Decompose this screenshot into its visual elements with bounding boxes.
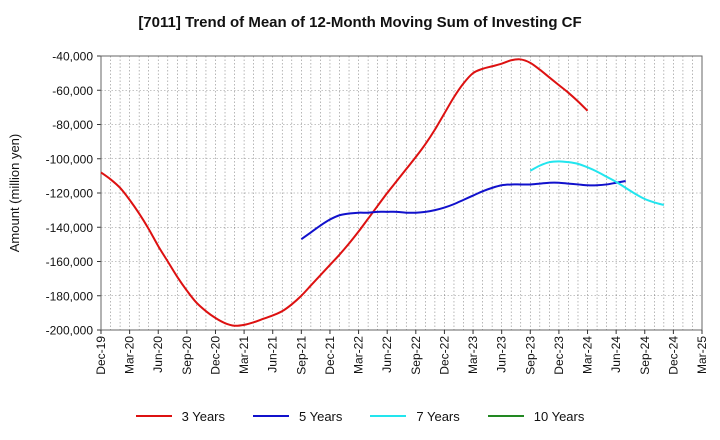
x-tick-label: Jun-23 [495, 336, 509, 373]
x-tick-label: Sep-21 [294, 336, 308, 375]
x-tick-label: Dec-20 [208, 336, 222, 375]
x-tick-label: Jun-20 [151, 336, 165, 373]
plot-frame [100, 55, 703, 331]
legend-label: 5 Years [299, 408, 343, 424]
legend-swatch [135, 415, 172, 417]
x-tick-label: Mar-21 [237, 336, 251, 374]
y-tick-label: -40,000 [52, 50, 93, 64]
y-tick-label: -180,000 [46, 289, 94, 303]
y-tick-label: -80,000 [52, 118, 93, 132]
grid-lines [101, 55, 702, 331]
x-tick-label: Sep-24 [638, 336, 652, 375]
series-line-3-years [100, 58, 589, 327]
x-tick-label: Dec-24 [666, 336, 680, 375]
legend-item: 3 Years [135, 408, 225, 424]
legend-swatch [370, 415, 407, 417]
x-tick-label: Mar-20 [123, 336, 137, 374]
x-tick-label: Dec-19 [94, 336, 108, 375]
y-tick-label: -160,000 [46, 255, 94, 269]
legend-swatch [487, 415, 524, 417]
legend: 3 Years 5 Years 7 Years 10 Years [0, 405, 720, 427]
y-tick-label: -200,000 [46, 324, 94, 338]
y-axis-label: Amount (million yen) [7, 134, 22, 253]
x-tick-label: Mar-24 [581, 336, 595, 374]
legend-label: 7 Years [416, 408, 460, 424]
x-tick-label: Jun-21 [266, 336, 280, 373]
x-tick-label: Mar-25 [695, 336, 709, 374]
axes [97, 55, 703, 334]
series-line-5-years [300, 180, 626, 241]
legend-item: 7 Years [370, 408, 460, 424]
x-tick-label: Dec-21 [323, 336, 337, 375]
series-line-7-years [529, 160, 665, 206]
series-lines [100, 58, 665, 327]
legend-item: 5 Years [253, 409, 342, 424]
tick-labels: -40,000 -60,000 -80,000 -100,000 -120,000 -14… [7, 50, 709, 375]
x-tick-label: Mar-22 [352, 336, 366, 374]
x-tick-label: Sep-20 [180, 336, 194, 375]
y-tick-label: -120,000 [46, 187, 94, 201]
legend-label: 10 Years [533, 408, 585, 424]
x-tick-label: Dec-23 [552, 336, 566, 375]
y-tick-label: -100,000 [46, 152, 94, 166]
x-tick-label: Sep-22 [409, 336, 423, 375]
x-tick-label: Dec-22 [437, 336, 451, 375]
x-tick-label: Jun-24 [609, 336, 623, 373]
legend-swatch [253, 415, 289, 417]
legend-item: 10 Years [487, 408, 585, 424]
y-tick-label: -60,000 [52, 84, 93, 98]
x-tick-label: Sep-23 [523, 336, 537, 375]
x-tick-label: Jun-22 [380, 336, 394, 373]
y-tick-label: -140,000 [46, 221, 94, 235]
legend-label: 3 Years [181, 408, 225, 424]
chart-title: [7011] Trend of Mean of 12-Month Moving … [138, 14, 582, 31]
x-tick-label: Mar-23 [466, 336, 480, 374]
